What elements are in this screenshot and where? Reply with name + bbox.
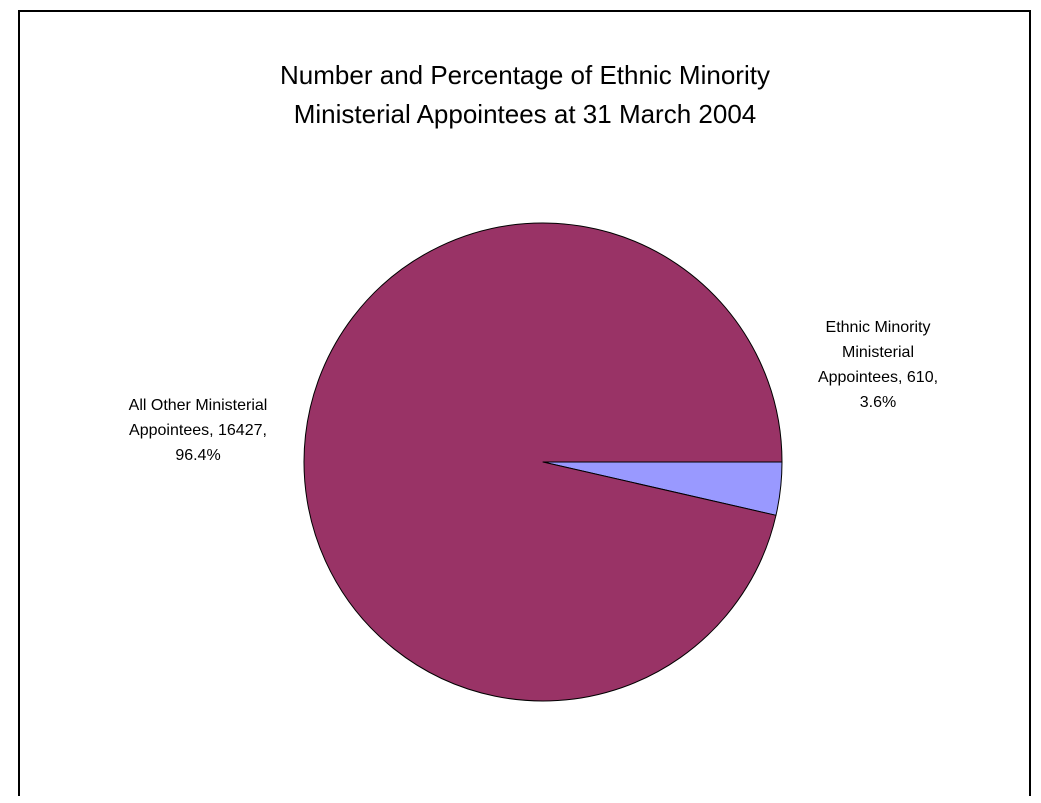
slice-label-line: Appointees, 16427, [129, 422, 267, 439]
chart-title-line-1: Number and Percentage of Ethnic Minority [280, 60, 770, 90]
slice-labels: Ethnic Minority Ministerial Appointees, 61… [129, 319, 938, 464]
slice-label-ethnic-minority: Ethnic Minority Ministerial Appointees, 61… [818, 319, 938, 411]
slice-label-line: 96.4% [175, 447, 220, 464]
slice-label-line: 3.6% [860, 394, 896, 411]
pie-slice-all-other [303, 222, 783, 702]
slice-label-line: Appointees, 610, [818, 369, 938, 386]
slice-label-all-other: All Other Ministerial Appointees, 16427, 9… [129, 397, 268, 464]
pie-chart: Number and Percentage of Ethnic Minority… [129, 60, 938, 702]
slice-label-line: Ministerial [842, 344, 914, 361]
pie-slices [303, 222, 783, 702]
slice-label-line: All Other Ministerial [129, 397, 268, 414]
chart-title-line-2: Ministerial Appointees at 31 March 2004 [294, 99, 757, 129]
slice-label-line: Ethnic Minority [826, 319, 931, 336]
chart-frame: Number and Percentage of Ethnic Minority… [18, 10, 1031, 796]
